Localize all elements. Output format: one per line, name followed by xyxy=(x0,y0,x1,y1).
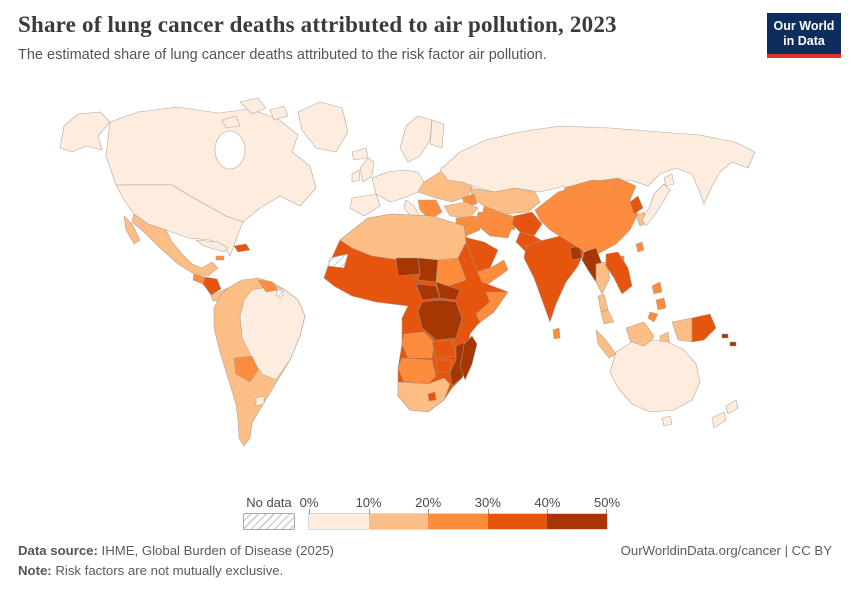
data-source-text: IHME, Global Burden of Disease (2025) xyxy=(97,543,334,558)
world-choropleth-map xyxy=(0,90,850,490)
region-australia[interactable] xyxy=(609,339,701,427)
region-iceland[interactable] xyxy=(351,147,369,161)
hudson-bay xyxy=(214,130,246,170)
region-sudan[interactable] xyxy=(435,257,467,287)
region-finland[interactable] xyxy=(429,119,445,149)
region-balkans[interactable] xyxy=(417,199,443,221)
region-somalia[interactable] xyxy=(475,291,509,323)
no-data-label: No data xyxy=(246,495,292,510)
region-thailand[interactable] xyxy=(595,261,611,313)
region-jamaica[interactable] xyxy=(215,255,225,261)
legend-tickmark xyxy=(368,509,370,514)
region-chad[interactable] xyxy=(417,257,439,283)
region-north-africa[interactable] xyxy=(339,213,467,263)
legend-color-scale: 0% 10% 20% 30% 40% 50% xyxy=(300,495,620,530)
owid-logo-line1: Our World xyxy=(773,19,835,33)
region-japan[interactable] xyxy=(641,173,675,227)
legend-tick-50: 50% xyxy=(593,495,621,510)
owid-logo-line2: in Data xyxy=(783,34,825,48)
legend-tickmark xyxy=(547,509,549,514)
region-western-sahara[interactable] xyxy=(327,253,349,269)
region-united-kingdom[interactable] xyxy=(359,157,375,183)
page-title: Share of lung cancer deaths attributed t… xyxy=(18,12,617,37)
no-data-hatched-swatch[interactable] xyxy=(243,513,295,530)
legend-bin-20-30[interactable] xyxy=(428,514,488,529)
legend-bin-30-40[interactable] xyxy=(487,514,548,529)
legend-tickmark xyxy=(309,509,310,514)
region-uruguay[interactable] xyxy=(255,395,265,407)
legend-tickmark xyxy=(487,509,489,514)
legend-tickmark xyxy=(606,509,607,514)
region-central-african-republic[interactable] xyxy=(415,283,441,301)
region-canada-arctic-islands[interactable] xyxy=(221,97,289,129)
data-source-label: Data source: xyxy=(18,543,98,558)
region-lesotho[interactable] xyxy=(427,391,437,402)
legend-tick-40: 40% xyxy=(534,495,561,510)
region-haiti[interactable] xyxy=(233,243,251,253)
legend-tick-0: 0% xyxy=(299,495,319,510)
region-brazil[interactable] xyxy=(239,285,306,381)
region-iran[interactable] xyxy=(475,211,515,239)
region-mexico[interactable] xyxy=(123,213,219,277)
region-madagascar[interactable] xyxy=(459,335,478,381)
legend-tick-30: 30% xyxy=(474,495,501,510)
region-ireland[interactable] xyxy=(351,169,361,183)
legend-tick-10: 10% xyxy=(355,495,382,510)
owid-logo[interactable]: Our World in Data xyxy=(767,13,841,58)
region-bolivia[interactable] xyxy=(233,355,259,383)
region-dr-congo[interactable] xyxy=(417,299,463,341)
region-greenland[interactable] xyxy=(297,101,349,153)
chart-header: Share of lung cancer deaths attributed t… xyxy=(18,12,758,63)
owid-logo-box: Our World in Data xyxy=(767,13,841,54)
region-scandinavia[interactable] xyxy=(399,115,433,163)
data-source-line: Data source: IHME, Global Burden of Dise… xyxy=(18,541,832,561)
region-taiwan[interactable] xyxy=(635,241,645,253)
region-malaysia[interactable] xyxy=(600,309,615,325)
legend-tick-20: 20% xyxy=(415,495,442,510)
region-iberia[interactable] xyxy=(349,193,381,217)
region-zimbabwe[interactable] xyxy=(435,359,453,373)
owid-logo-red-bar xyxy=(767,54,841,58)
legend-bin-10-20[interactable] xyxy=(368,514,429,529)
world-map-svg xyxy=(59,97,756,447)
region-solomon-islands[interactable] xyxy=(721,333,737,347)
chart-subtitle: The estimated share of lung cancer death… xyxy=(18,47,547,63)
region-north-korea[interactable] xyxy=(629,195,644,215)
region-western-europe[interactable] xyxy=(371,169,425,203)
region-mongolia[interactable] xyxy=(563,179,619,201)
legend-color-bar xyxy=(308,513,608,530)
region-new-zealand[interactable] xyxy=(711,399,739,429)
note-line: Note: Risk factors are not mutually excl… xyxy=(18,561,832,581)
region-niger[interactable] xyxy=(395,257,421,277)
region-honduras-nicaragua[interactable] xyxy=(202,276,222,296)
region-philippines[interactable] xyxy=(647,281,667,323)
region-laos-vietnam-cambodia[interactable] xyxy=(605,251,633,295)
chart-footer: Data source: IHME, Global Burden of Dise… xyxy=(18,541,832,581)
region-namibia-botswana[interactable] xyxy=(397,357,437,385)
note-label: Note: xyxy=(18,563,52,578)
region-zambia[interactable] xyxy=(431,339,457,359)
region-angola[interactable] xyxy=(401,331,435,359)
region-west-papua[interactable] xyxy=(671,317,693,343)
legend-tickmark xyxy=(428,509,430,514)
region-french-guiana[interactable] xyxy=(275,289,285,299)
credit-link[interactable]: OurWorldinData.org/cancer | CC BY xyxy=(620,543,832,558)
map-legend: No data 0% 10% 20% 30% 40% 50% xyxy=(243,495,620,530)
region-turkey[interactable] xyxy=(443,201,479,219)
legend-bin-0-10[interactable] xyxy=(309,514,369,529)
region-papua-new-guinea[interactable] xyxy=(691,313,717,343)
legend-bin-40-50[interactable] xyxy=(547,514,607,529)
note-text: Risk factors are not mutually exclusive. xyxy=(51,563,284,578)
region-south-africa[interactable] xyxy=(397,377,451,413)
region-sri-lanka[interactable] xyxy=(552,327,561,340)
region-cuba[interactable] xyxy=(195,239,229,253)
region-kazakhstan[interactable] xyxy=(469,187,541,215)
region-alaska[interactable] xyxy=(59,111,111,153)
legend-no-data[interactable]: No data xyxy=(243,495,295,530)
